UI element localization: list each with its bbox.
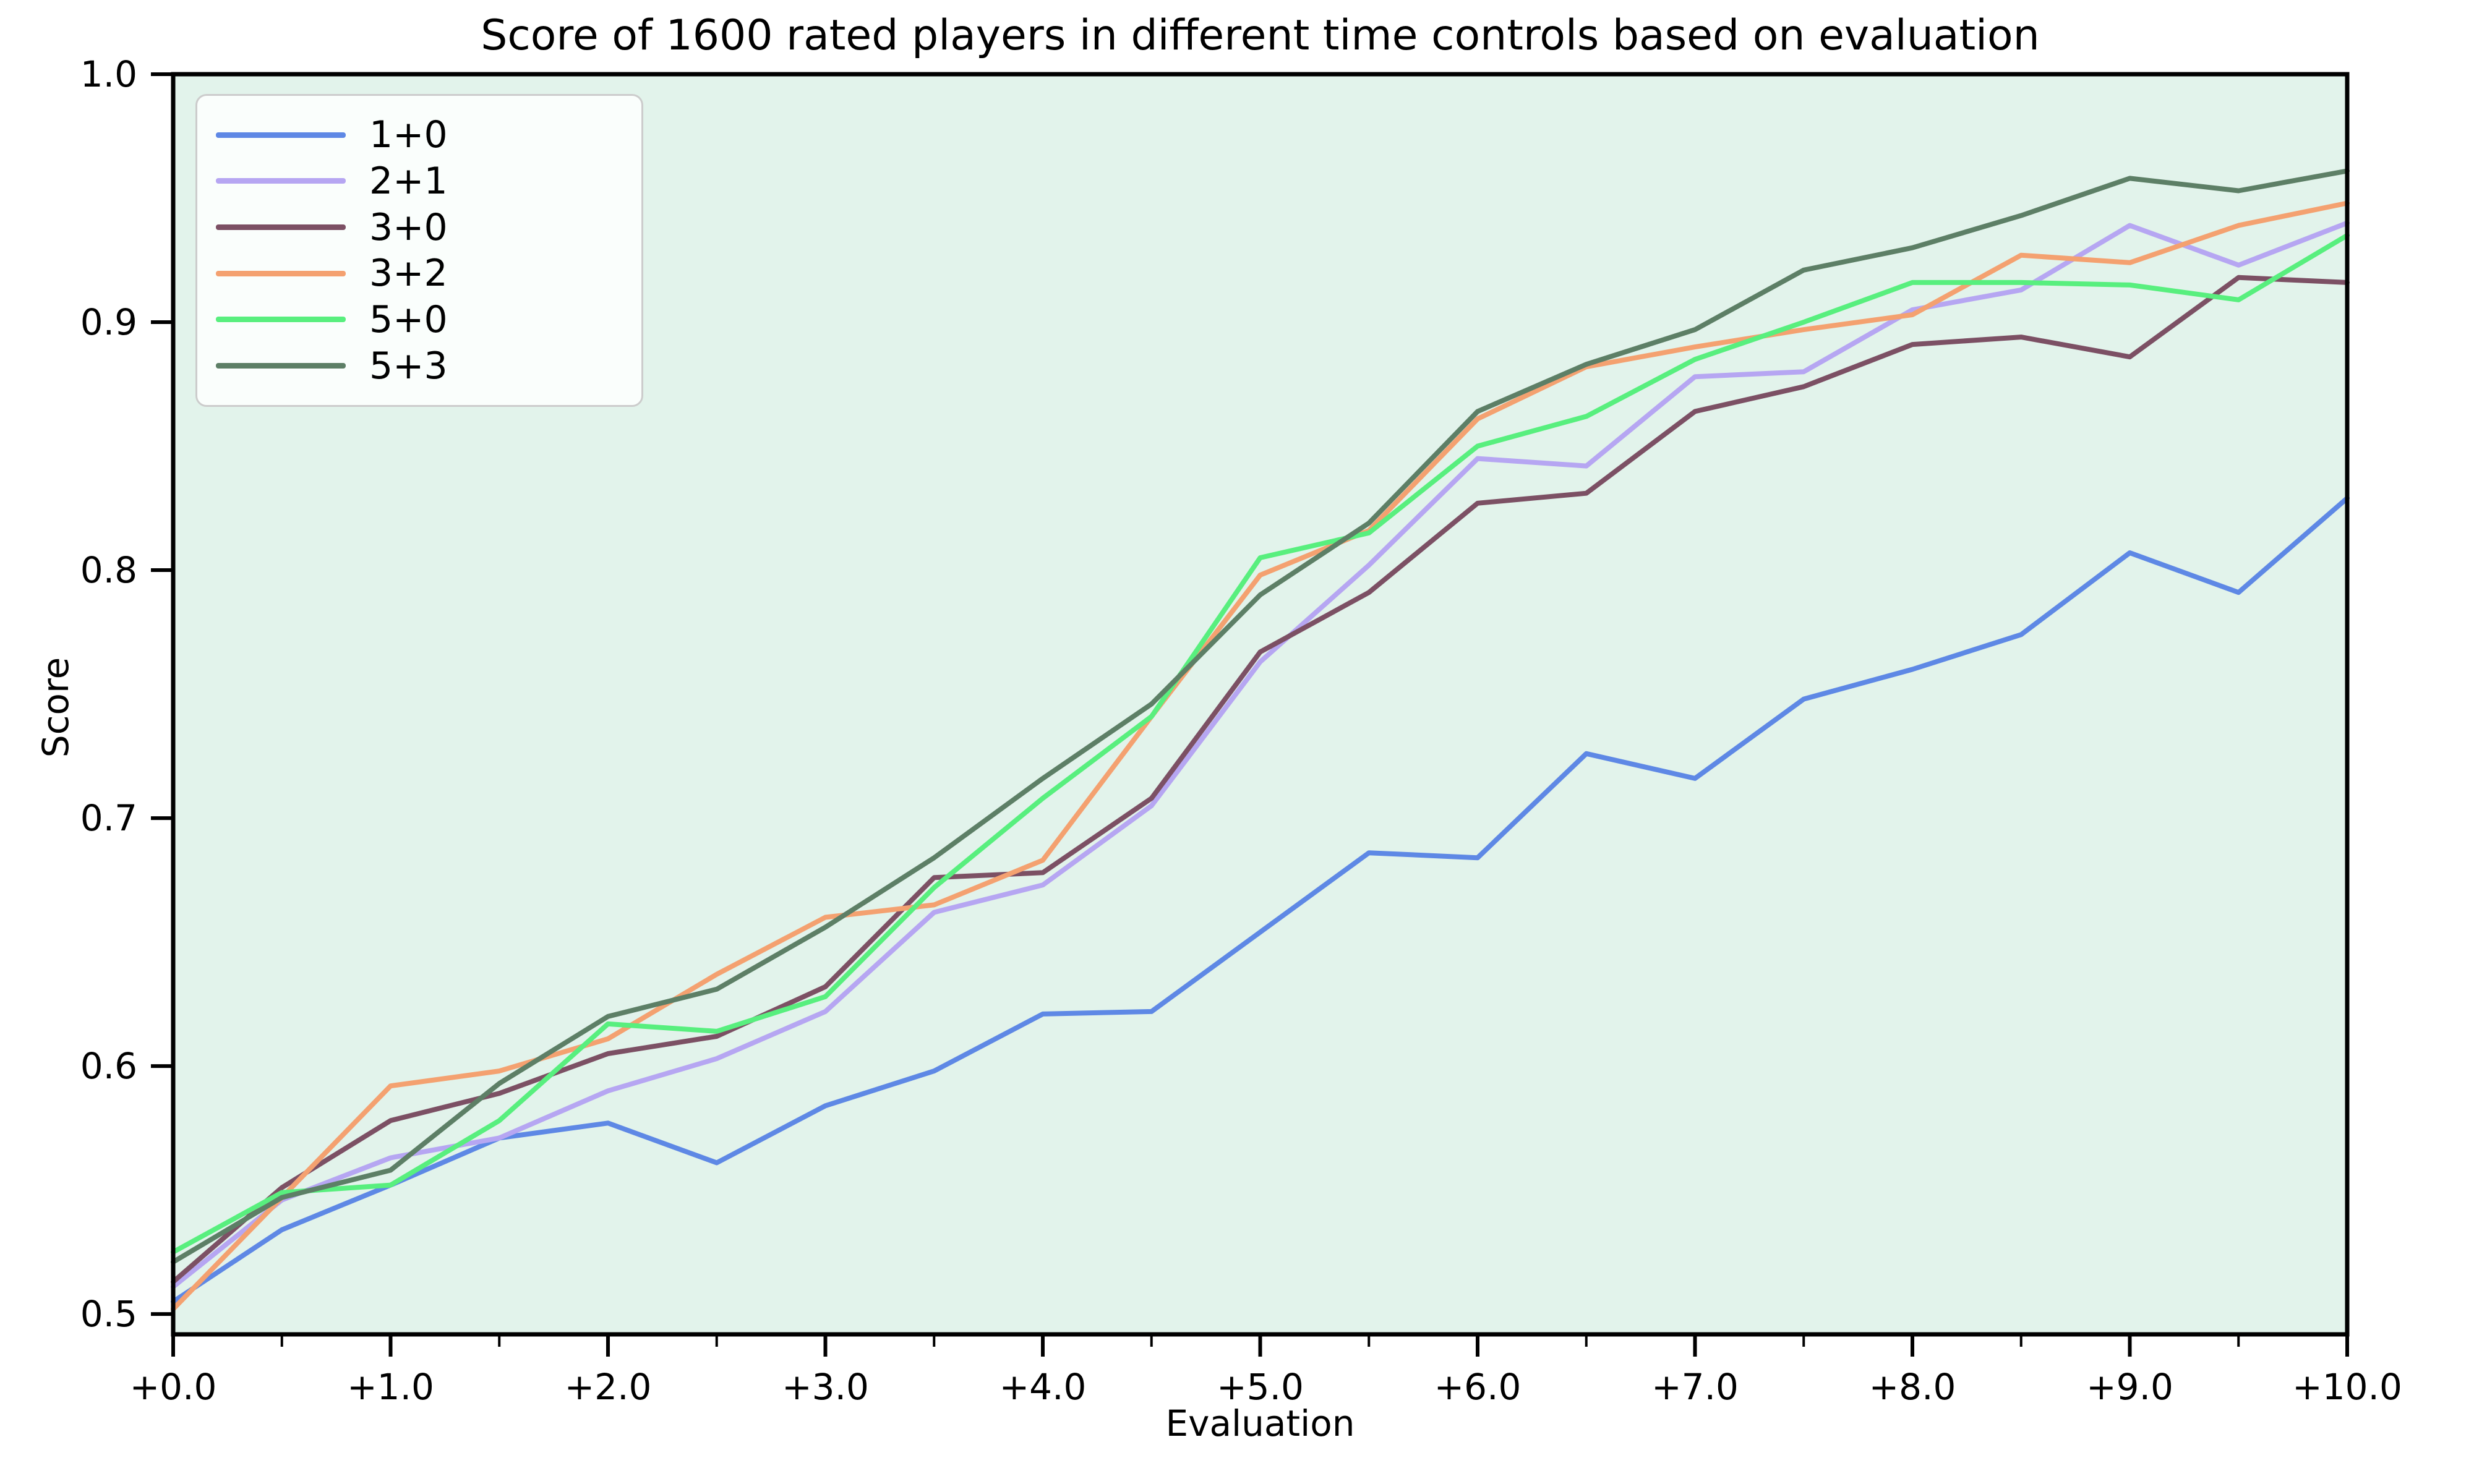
x-tick-label: +10.0 xyxy=(2292,1366,2402,1408)
y-tick-label: 0.7 xyxy=(80,797,137,839)
legend-line-swatch xyxy=(216,178,346,184)
y-tick-label: 0.9 xyxy=(80,301,137,343)
legend-label: 3+0 xyxy=(369,205,448,249)
legend-item-5+0: 5+0 xyxy=(216,301,623,338)
x-tick-label: +3.0 xyxy=(782,1366,869,1408)
legend-label: 5+3 xyxy=(369,344,448,388)
x-tick-label: +0.0 xyxy=(130,1366,217,1408)
x-tick-label: +5.0 xyxy=(1217,1366,1304,1408)
axes-spines xyxy=(171,72,2350,1337)
chart-title: Score of 1600 rated players in different… xyxy=(481,11,2040,60)
legend-item-3+2: 3+2 xyxy=(216,255,623,292)
legend-line-swatch xyxy=(216,363,346,369)
x-tick-label: +4.0 xyxy=(999,1366,1087,1408)
x-tick-label: +7.0 xyxy=(1651,1366,1739,1408)
legend-label: 3+2 xyxy=(369,252,448,296)
x-tick-label: +1.0 xyxy=(347,1366,434,1408)
x-tick-label: +8.0 xyxy=(1869,1366,1956,1408)
series-line-1+0 xyxy=(171,495,2350,1305)
series-line-2+1 xyxy=(171,220,2350,1289)
x-axis-label: Evaluation xyxy=(1165,1402,1355,1444)
legend-line-swatch xyxy=(216,132,346,138)
y-tick-label: 0.8 xyxy=(80,549,137,591)
legend-label: 2+1 xyxy=(369,159,448,203)
series-line-5+3 xyxy=(171,168,2350,1264)
legend-label: 5+0 xyxy=(369,297,448,341)
y-tick-label: 1.0 xyxy=(80,53,137,95)
y-tick-label: 0.5 xyxy=(80,1293,137,1335)
legend-item-3+0: 3+0 xyxy=(216,209,623,246)
x-tick-label: +6.0 xyxy=(1434,1366,1522,1408)
legend-line-swatch xyxy=(216,317,346,323)
legend-line-swatch xyxy=(216,270,346,276)
y-tick-label: 0.6 xyxy=(80,1045,137,1087)
series-line-5+0 xyxy=(171,232,2350,1255)
legend-label: 1+0 xyxy=(369,113,448,157)
legend-item-5+3: 5+3 xyxy=(216,348,623,385)
x-tick-label: +2.0 xyxy=(565,1366,652,1408)
legend-item-1+0: 1+0 xyxy=(216,116,623,153)
y-axis-label: Score xyxy=(35,657,77,758)
series-line-3+0 xyxy=(171,275,2350,1284)
x-tick-label: +9.0 xyxy=(2086,1366,2173,1408)
legend-line-swatch xyxy=(216,224,346,231)
legend: 1+0 2+1 3+0 3+2 5+0 5+3 xyxy=(195,94,643,407)
legend-item-2+1: 2+1 xyxy=(216,163,623,200)
